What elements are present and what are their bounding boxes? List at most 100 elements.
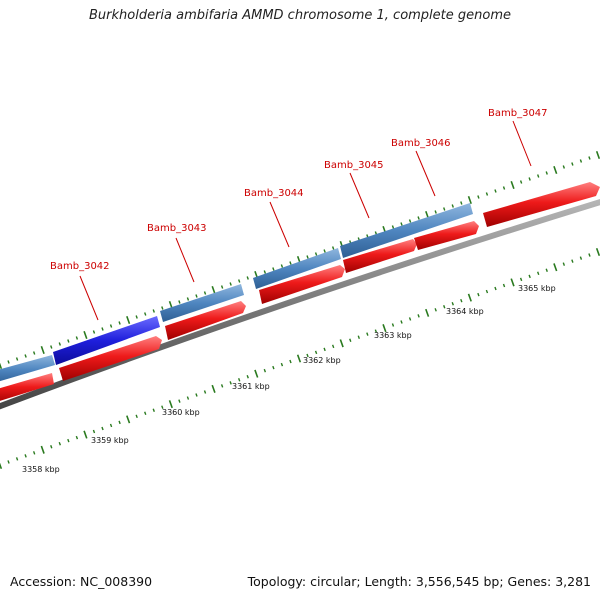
minor-tick [15,457,19,461]
gene-label-bamb-3046[interactable]: Bamb_3046 [391,138,451,149]
gene-arrow[interactable] [59,336,162,381]
minor-tick [460,298,463,303]
minor-tick [528,177,531,181]
minor-tick [101,327,104,331]
feature-segment-highlighted[interactable] [53,316,160,365]
minor-tick [519,180,523,184]
minor-tick [92,330,96,334]
minor-tick [451,204,454,208]
minor-tick [485,192,489,196]
minor-tick [50,445,53,449]
minor-tick [58,441,61,446]
minor-tick [374,329,378,333]
gene-label-bamb-3044[interactable]: Bamb_3044 [244,188,304,199]
minor-tick [391,323,395,327]
minor-tick [588,156,591,160]
minor-tick [195,294,198,298]
minor-tick [502,186,506,190]
minor-tick [7,460,10,464]
minor-tick [494,189,497,193]
minor-tick [289,359,292,364]
minor-tick [400,222,403,226]
minor-tick [135,414,138,419]
gene-label-bamb-3045[interactable]: Bamb_3045 [324,160,384,171]
feature-segment[interactable] [340,203,473,258]
inner-tick-row [0,247,600,470]
gene-label-bamb-3042[interactable]: Bamb_3042 [50,261,110,272]
feature-segment[interactable] [0,355,55,384]
major-tick [211,384,216,393]
gene-arrow[interactable] [343,239,417,273]
minor-tick [417,216,420,220]
gene-leader-line [175,237,195,283]
minor-tick [537,271,540,276]
minor-tick [15,357,19,361]
minor-tick [32,351,36,355]
minor-tick [75,336,79,340]
major-tick [595,247,600,257]
minor-tick [494,286,497,291]
minor-tick [203,390,207,394]
scale-labels: 3358 kbp 3359 kbp 3360 kbp 3361 kbp 3362… [22,284,556,474]
minor-tick [272,267,275,271]
gene-arrow[interactable] [483,182,600,227]
minor-tick [545,171,548,175]
minor-tick [323,347,326,352]
minor-tick [24,454,27,458]
minor-tick [152,408,155,412]
scale-label: 3359 kbp [91,436,129,445]
gene-arrow[interactable] [0,373,54,404]
minor-tick [246,375,249,379]
minor-tick [101,426,104,431]
minor-tick [32,451,36,455]
minor-tick [306,255,309,259]
minor-tick [144,312,147,316]
gene-labels: Bamb_3042 Bamb_3043 Bamb_3044 Bamb_3045 … [50,108,548,321]
minor-tick [220,285,224,289]
minor-tick [417,314,420,318]
major-tick [126,315,131,325]
minor-tick [109,324,113,328]
major-tick [467,293,472,302]
minor-tick [67,438,70,443]
minor-tick [229,381,232,385]
gene-label-bamb-3047[interactable]: Bamb_3047 [488,108,548,119]
minor-tick [289,261,292,265]
minor-tick [178,300,181,304]
minor-tick [477,292,480,297]
minor-tick [161,405,164,409]
gene-leader-line [269,201,290,248]
minor-tick [314,252,318,256]
major-tick [83,430,88,439]
minor-tick [374,231,378,235]
gene-leader-line [512,120,532,167]
gene-arrow[interactable] [165,301,246,340]
major-tick [339,339,344,348]
major-tick [553,165,558,175]
minor-tick [434,308,437,312]
major-tick [168,400,173,409]
minor-tick [75,435,79,440]
gene-arrow-track [0,182,600,404]
major-tick [0,462,3,470]
minor-tick [562,262,566,266]
feature-segment[interactable] [160,284,244,322]
minor-tick [408,219,412,223]
minor-tick [229,282,232,286]
minor-tick [502,283,506,288]
scale-label: 3361 kbp [232,382,270,391]
minor-tick [485,289,489,294]
gene-leader-line [349,172,370,219]
gene-label-bamb-3043[interactable]: Bamb_3043 [147,223,207,234]
gene-arrow[interactable] [259,265,345,304]
major-tick [296,354,302,363]
gene-arrow[interactable] [414,221,479,250]
minor-tick [528,274,531,279]
minor-tick [323,249,326,253]
minor-tick [443,207,446,211]
feature-segment[interactable] [253,248,341,289]
major-tick [211,285,216,295]
major-tick [382,324,387,333]
minor-tick [186,297,190,301]
